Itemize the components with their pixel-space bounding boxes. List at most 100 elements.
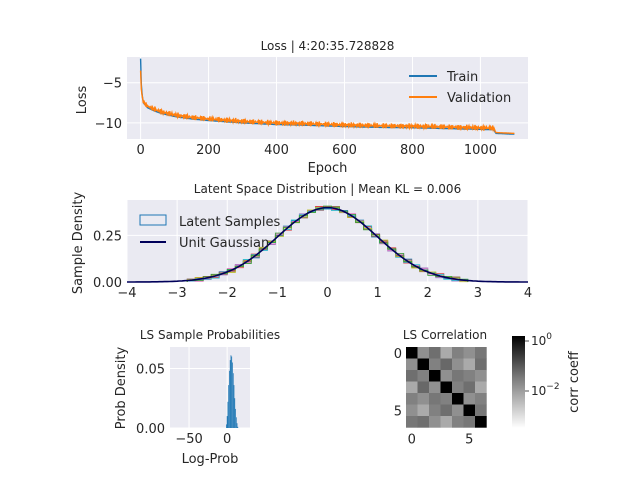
probability-bar <box>232 362 233 428</box>
probability-bar <box>232 373 234 428</box>
correlation-cell <box>406 347 418 359</box>
probability-bar <box>234 398 236 428</box>
correlation-cell <box>475 393 487 405</box>
legend-latent-samples-swatch <box>139 214 167 226</box>
correlation-cell <box>417 370 430 382</box>
correlation-cell <box>406 381 418 394</box>
correlation-y-tick-label: 5 <box>394 404 402 419</box>
probability-bar <box>230 355 232 428</box>
probabilities-y-tick-label: 0.05 <box>136 362 165 377</box>
latent-title: Latent Space Distribution | Mean KL = 0.… <box>194 182 461 196</box>
correlation-cell <box>475 381 487 394</box>
loss-x-ticks: 0 200 400 600 800 1000 <box>136 143 497 158</box>
probabilities-plot-area <box>170 347 250 428</box>
latent-x-tick-label: 2 <box>424 286 432 301</box>
latent-x-tick-label: −2 <box>218 286 237 301</box>
probabilities-y-tick-label: 0.00 <box>136 422 165 437</box>
correlation-cell <box>463 393 476 405</box>
correlation-cell <box>463 404 476 417</box>
correlation-cell <box>452 381 464 394</box>
correlation-cell <box>475 358 487 371</box>
latent-y-label: Sample Density <box>71 192 86 295</box>
latent-x-tick-label: 4 <box>524 286 532 301</box>
correlation-cell <box>463 370 476 382</box>
colorbar-label: corr coeff <box>567 350 582 413</box>
loss-y-label: Loss <box>75 86 90 115</box>
probability-bar <box>237 426 239 428</box>
correlation-cell <box>429 370 441 382</box>
correlation-cell <box>452 347 464 359</box>
latent-panel: Latent Space Distribution | Mean KL = 0.… <box>71 182 532 301</box>
correlation-cell <box>429 393 441 405</box>
probabilities-grid <box>170 347 250 429</box>
latent-x-tick-label: −3 <box>168 286 187 301</box>
legend-train-label: Train <box>446 70 478 85</box>
correlation-cell <box>440 370 453 382</box>
correlation-cell <box>406 404 418 417</box>
legend-latent-samples-label: Latent Samples <box>179 215 281 230</box>
correlation-cell <box>440 381 453 394</box>
loss-legend: Train Validation <box>409 70 511 106</box>
latent-y-tick-label: 0.25 <box>93 229 122 244</box>
latent-x-tick-label: −4 <box>117 286 136 301</box>
probability-bar <box>229 370 230 428</box>
correlation-cell <box>440 416 453 428</box>
latent-legend: Latent Samples Unit Gaussian <box>139 214 281 251</box>
loss-panel: Loss | 4:20:35.728828 0 200 400 600 800 1000 … <box>75 39 528 176</box>
latent-y-ticks: 0.00 0.25 <box>93 229 122 291</box>
correlation-cell <box>463 358 476 371</box>
correlation-cell <box>452 358 464 371</box>
loss-lines <box>139 58 515 135</box>
colorbar-tick-label-top: 100 <box>531 332 552 348</box>
latent-x-ticks: −4 −3 −2 −1 0 1 2 3 4 <box>117 286 532 301</box>
probabilities-x-ticks: −50 0 <box>175 432 231 447</box>
correlation-cell <box>440 358 453 371</box>
correlation-cell <box>406 358 418 371</box>
loss-x-tick-label: 200 <box>196 143 221 158</box>
probability-bar <box>236 423 238 428</box>
correlation-cell <box>475 347 487 359</box>
unit-gaussian-curve <box>127 206 528 283</box>
latent-x-tick-label: 1 <box>373 286 381 301</box>
probability-bar <box>228 385 230 428</box>
probabilities-x-tick-label: −50 <box>175 432 202 447</box>
correlation-cell <box>429 404 441 417</box>
loss-series-line <box>139 70 515 135</box>
correlation-y-tick-label: 0 <box>394 347 402 362</box>
correlation-cell <box>417 347 430 359</box>
correlation-heatmap <box>406 347 487 428</box>
probability-bar <box>235 417 237 428</box>
correlation-cell <box>475 416 487 428</box>
correlation-cell <box>452 370 464 382</box>
latent-grid <box>126 200 529 283</box>
correlation-cell <box>417 416 430 428</box>
correlation-cell <box>429 416 441 428</box>
probability-bar <box>233 385 235 428</box>
probability-bar <box>227 401 229 428</box>
correlation-cell <box>452 404 464 417</box>
loss-y-ticks: −10 −5 <box>95 77 122 132</box>
legend-validation-label: Validation <box>447 91 511 106</box>
loss-title: Loss | 4:20:35.728828 <box>261 39 395 53</box>
loss-y-tick-label: −5 <box>103 77 122 92</box>
correlation-cell <box>475 404 487 417</box>
loss-x-tick-label: 400 <box>264 143 289 158</box>
correlation-x-tick-label: 5 <box>465 433 473 448</box>
probabilities-bars <box>226 355 239 428</box>
probability-bar <box>229 360 231 428</box>
probability-bar <box>226 424 227 428</box>
loss-x-tick-label: 800 <box>400 143 425 158</box>
probabilities-y-label: Prob Density <box>114 346 129 429</box>
correlation-cell <box>417 358 430 371</box>
probability-bar <box>235 408 236 428</box>
latent-y-tick-label: 0.00 <box>93 276 122 291</box>
loss-x-tick-label: 1000 <box>464 143 497 158</box>
correlation-cell <box>440 347 453 359</box>
probabilities-title: LS Sample Probabilities <box>140 328 280 342</box>
latent-x-tick-label: 3 <box>474 286 482 301</box>
correlation-title: LS Correlation <box>403 328 487 342</box>
probabilities-y-ticks: 0.00 0.05 <box>136 362 165 437</box>
